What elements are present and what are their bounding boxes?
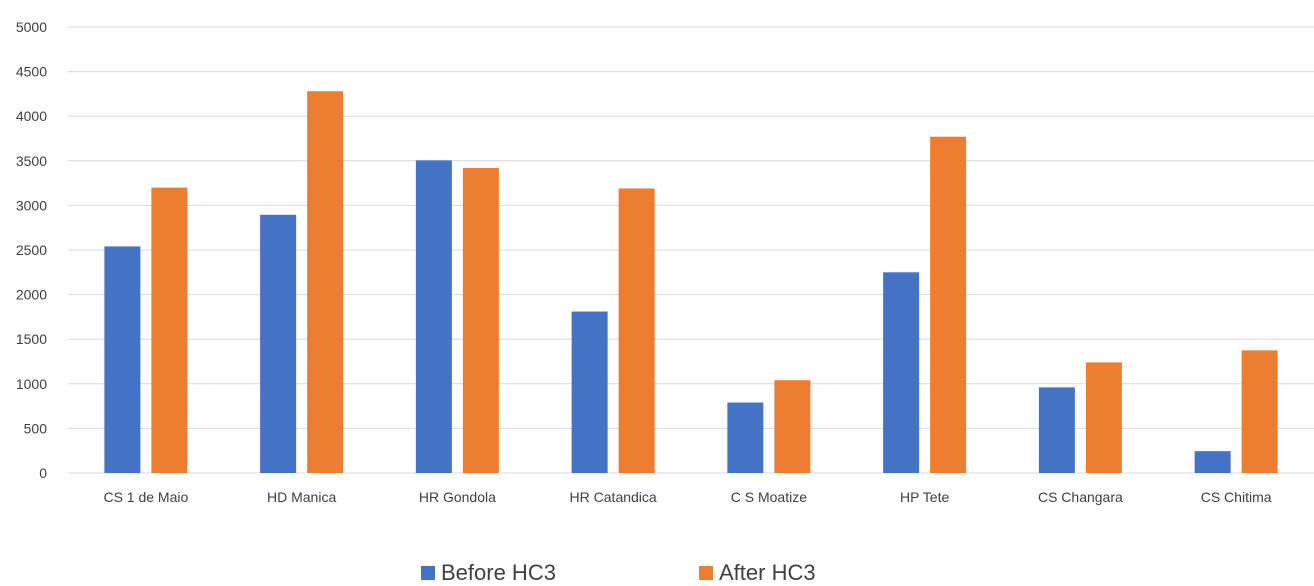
legend-item-after: After HC3 <box>699 560 816 586</box>
x-tick-label: HP Tete <box>900 489 950 505</box>
x-tick-label: CS 1 de Maio <box>103 489 188 505</box>
legend-label-after: After HC3 <box>719 560 816 585</box>
y-tick-label: 0 <box>39 465 47 481</box>
x-tick-label: HR Gondola <box>419 489 496 505</box>
legend: Before HC3 After HC3 <box>0 560 1314 585</box>
bar-after-hc3 <box>1241 350 1278 473</box>
bar-after-hc3 <box>307 91 344 473</box>
legend-item-before: Before HC3 <box>421 560 556 586</box>
y-tick-label: 3000 <box>16 197 47 213</box>
y-tick-label: 1000 <box>16 376 47 392</box>
bar-before-hc3 <box>1038 387 1075 473</box>
x-tick-label: CS Chitima <box>1201 489 1272 505</box>
bar-before-hc3 <box>883 272 920 473</box>
x-axis-tick-labels: CS 1 de Maio HD Manica HR Gondola HR Catand… <box>103 489 1271 505</box>
x-tick-label: C S Moatize <box>731 489 807 505</box>
legend-swatch-after <box>699 566 713 580</box>
bar-before-hc3 <box>1194 451 1231 473</box>
bar-chart: 0 500 1000 1500 2000 2500 3000 3500 4000 4500 5000… <box>16 19 1314 505</box>
bar-after-hc3 <box>618 188 655 473</box>
bar-after-hc3 <box>151 187 188 473</box>
bar-after-hc3 <box>462 167 499 473</box>
bar-after-hc3 <box>1085 362 1122 473</box>
x-tick-label: CS Changara <box>1038 489 1123 505</box>
y-tick-label: 5000 <box>16 19 47 35</box>
y-tick-label: 2500 <box>16 242 47 258</box>
bar-before-hc3 <box>571 311 608 473</box>
bar-before-hc3 <box>415 160 452 473</box>
y-tick-label: 2000 <box>16 287 47 303</box>
y-tick-label: 1500 <box>16 331 47 347</box>
y-axis-tick-labels: 0 500 1000 1500 2000 2500 3000 3500 4000 4500 5000 <box>16 19 47 481</box>
gridlines <box>68 26 1314 474</box>
y-tick-label: 4000 <box>16 108 47 124</box>
legend-swatch-before <box>421 566 435 580</box>
y-tick-label: 3500 <box>16 153 47 169</box>
bars <box>104 91 1278 474</box>
x-tick-label: HD Manica <box>267 489 336 505</box>
y-tick-label: 500 <box>24 420 48 436</box>
bar-after-hc3 <box>774 380 811 473</box>
legend-label-before: Before HC3 <box>441 560 556 585</box>
bar-before-hc3 <box>260 214 297 474</box>
y-tick-label: 4500 <box>16 64 47 80</box>
bar-after-hc3 <box>930 136 967 473</box>
x-tick-label: HR Catandica <box>570 489 657 505</box>
bar-before-hc3 <box>727 402 764 473</box>
bar-before-hc3 <box>104 246 141 473</box>
